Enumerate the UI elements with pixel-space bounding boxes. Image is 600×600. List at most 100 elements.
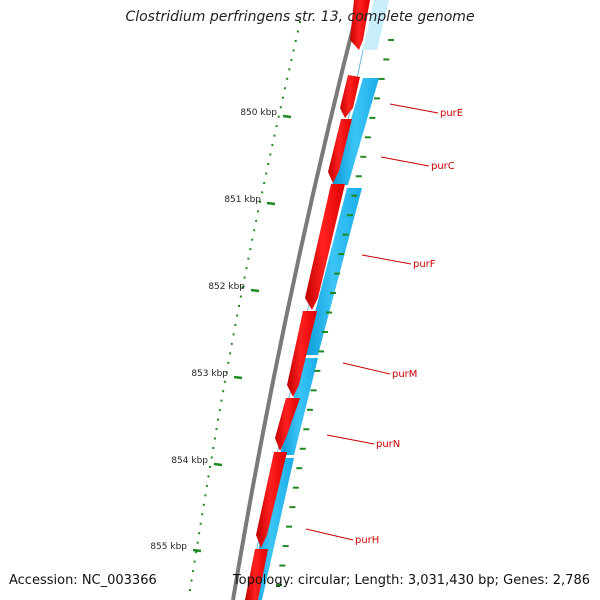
ruler-minor-tick xyxy=(192,570,195,573)
ruler-minor-tick xyxy=(212,447,215,449)
gene-label-purC: purC xyxy=(431,161,455,172)
ruler-minor-tick xyxy=(198,532,201,535)
ruler-minor-tick xyxy=(290,58,293,61)
ruler-minor-tick xyxy=(279,106,282,109)
gene-label-purF: purF xyxy=(413,259,436,270)
ruler-minor-tick xyxy=(299,21,301,23)
ruler-minor-tick xyxy=(281,96,284,99)
ruler-major-tick xyxy=(213,462,223,467)
gene-leader-line xyxy=(326,434,375,445)
ruler-minor-tick xyxy=(196,541,199,544)
ruler-minor-tick xyxy=(204,494,207,497)
ruler-labels: 850 kbp 851 kbp 852 kbp 853 kbp 854 kbp 855 k… xyxy=(150,108,277,552)
ruler-minor-tick xyxy=(263,181,266,184)
forward-gene-arrow xyxy=(275,398,300,451)
ruler-minor-tick xyxy=(243,276,246,279)
ruler-minor-tick xyxy=(230,342,233,345)
ruler-major-tick xyxy=(250,288,260,293)
map-title: Clostridium perfringens str. 13, complet… xyxy=(125,9,475,25)
forward-strand-track xyxy=(245,0,370,600)
ruler-major-tick xyxy=(282,114,292,119)
gene-label-purE: purE xyxy=(440,108,463,119)
ruler-label: 855 kbp xyxy=(150,542,187,552)
ruler-minor-tick xyxy=(275,125,278,128)
ruler-minor-tick xyxy=(284,87,287,90)
ruler-minor-tick xyxy=(251,238,254,241)
ruler-minor-tick xyxy=(277,115,280,118)
ruler-minor-tick xyxy=(241,286,244,289)
ruler-minor-tick xyxy=(210,456,213,459)
reverse-gene-block xyxy=(363,0,389,50)
ruler-minor-tick xyxy=(201,513,204,516)
gene-label-purN: purN xyxy=(376,439,400,450)
forward-gene-arrow xyxy=(287,311,317,397)
topology-text: Topology: circular; Length: 3,031,430 bp… xyxy=(232,573,590,588)
gene-leader-line xyxy=(342,362,391,375)
ruler-minor-tick xyxy=(261,191,264,194)
ruler-minor-tick xyxy=(238,305,240,307)
ruler-minor-tick xyxy=(195,551,198,554)
ruler-minor-tick xyxy=(220,399,223,402)
reverse-gene-block xyxy=(280,358,318,455)
ruler-label: 850 kbp xyxy=(240,108,277,118)
ruler-minor-tick xyxy=(247,257,250,260)
ruler-minor-tick xyxy=(257,210,260,213)
ruler-minor-tick xyxy=(292,49,295,52)
ruler-minor-tick xyxy=(227,361,230,364)
accession-text: Accession: NC_003366 xyxy=(9,573,157,588)
forward-gene-arrow xyxy=(305,184,345,310)
ruler-minor-tick xyxy=(217,418,220,421)
forward-gene-arrow xyxy=(245,549,268,600)
ruler-minor-tick xyxy=(249,248,252,251)
ruler-minor-tick xyxy=(209,465,212,468)
ruler-label: 853 kbp xyxy=(191,369,228,379)
ruler-minor-tick xyxy=(229,352,232,355)
forward-gene-arrow xyxy=(350,0,370,50)
gene-labels: purE purC purF purM purN purH xyxy=(355,108,463,546)
ruler-minor-tick xyxy=(202,503,205,506)
ruler-minor-tick xyxy=(190,579,193,582)
forward-gene-arrow xyxy=(340,75,360,118)
ruler-label: 851 kbp xyxy=(224,195,261,205)
backbone-circle xyxy=(231,0,362,600)
forward-gene-arrow xyxy=(328,119,352,183)
ruler-label: 854 kbp xyxy=(171,456,208,466)
ruler-major-tick xyxy=(266,201,276,206)
ruler-minor-tick xyxy=(273,134,276,137)
ruler-minor-tick xyxy=(218,409,221,412)
gene-leader-line xyxy=(361,254,412,265)
ruler-minor-tick xyxy=(234,323,237,326)
ruler-minor-tick xyxy=(189,589,191,591)
ruler-minor-tick xyxy=(255,219,258,222)
ruler-minor-tick xyxy=(265,172,268,175)
ruler-minor-tick xyxy=(205,484,208,487)
ruler-minor-tick xyxy=(253,229,256,232)
reverse-gene-block xyxy=(304,188,362,355)
ruler-label: 852 kbp xyxy=(208,282,245,292)
ruler-minor-tick xyxy=(193,560,196,563)
ruler-minor-tick xyxy=(271,144,274,147)
gene-label-purH: purH xyxy=(355,535,379,546)
gene-label-purM: purM xyxy=(392,369,417,380)
gene-leader-lines xyxy=(305,103,439,541)
ruler-minor-tick xyxy=(245,267,248,270)
ruler-minor-tick xyxy=(294,39,297,42)
ruler-minor-tick xyxy=(288,68,291,71)
ruler-minor-tick xyxy=(236,314,239,317)
ruler-minor-tick xyxy=(213,437,216,440)
ruler-minor-tick xyxy=(215,428,218,431)
ruler-ticks xyxy=(189,21,394,591)
gene-leader-line xyxy=(305,528,354,541)
ruler-minor-tick xyxy=(267,163,270,165)
ruler-minor-tick xyxy=(296,30,299,33)
ruler-minor-tick xyxy=(225,371,228,374)
gene-leader-line xyxy=(389,103,439,114)
ruler-minor-tick xyxy=(223,380,226,383)
ruler-minor-tick xyxy=(286,77,289,80)
ruler-minor-tick xyxy=(207,475,210,478)
ruler-major-tick xyxy=(192,548,202,553)
ruler-minor-tick xyxy=(269,153,272,156)
gene-leader-line xyxy=(380,156,430,167)
reverse-gene-block xyxy=(332,78,379,185)
